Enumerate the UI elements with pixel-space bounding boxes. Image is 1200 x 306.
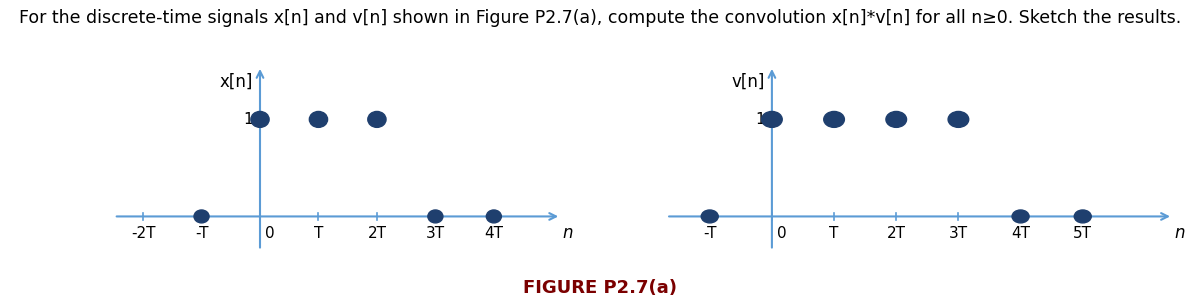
Text: n: n [1175,224,1186,242]
Text: 3T: 3T [426,226,445,241]
Ellipse shape [486,210,502,223]
Text: 2T: 2T [887,226,906,241]
Text: 1: 1 [244,112,253,127]
Text: For the discrete-time signals x[n] and v[n] shown in Figure P2.7(a), compute the: For the discrete-time signals x[n] and v… [19,9,1181,27]
Text: 4T: 4T [485,226,503,241]
Text: -T: -T [703,226,716,241]
Ellipse shape [1012,210,1030,223]
Text: 4T: 4T [1012,226,1030,241]
Ellipse shape [886,111,906,127]
Text: 0: 0 [265,226,275,241]
Text: x[n]: x[n] [220,73,253,91]
Text: 1: 1 [755,112,764,127]
Text: T: T [829,226,839,241]
Ellipse shape [310,111,328,127]
Ellipse shape [948,111,968,127]
Text: -T: -T [194,226,209,241]
Text: 5T: 5T [1073,226,1092,241]
Text: n: n [563,224,574,242]
Text: FIGURE P2.7(a): FIGURE P2.7(a) [523,279,677,297]
Text: 3T: 3T [949,226,968,241]
Ellipse shape [428,210,443,223]
Ellipse shape [194,210,209,223]
Text: -2T: -2T [131,226,155,241]
Ellipse shape [1074,210,1091,223]
Ellipse shape [251,111,269,127]
Ellipse shape [823,111,845,127]
Text: 0: 0 [776,226,786,241]
Text: 2T: 2T [367,226,386,241]
Ellipse shape [762,111,782,127]
Text: T: T [313,226,323,241]
Ellipse shape [701,210,719,223]
Text: v[n]: v[n] [731,73,764,91]
Ellipse shape [368,111,386,127]
